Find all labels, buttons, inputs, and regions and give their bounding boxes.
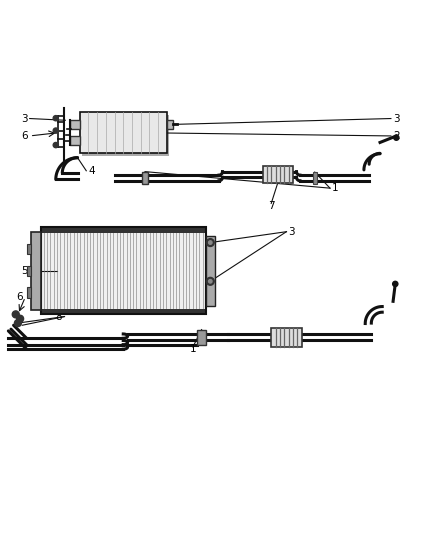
Text: 8: 8: [56, 312, 62, 321]
Circle shape: [208, 279, 212, 283]
Bar: [41, 228, 206, 314]
Circle shape: [53, 128, 58, 133]
Bar: [80, 112, 167, 154]
Bar: [27, 287, 31, 298]
Bar: [70, 136, 80, 146]
Text: 7: 7: [268, 200, 275, 211]
Bar: [313, 172, 317, 184]
Bar: [206, 236, 215, 305]
Text: 1: 1: [190, 344, 196, 354]
Bar: [27, 244, 31, 254]
Circle shape: [206, 277, 214, 285]
Text: 4: 4: [88, 166, 95, 176]
Circle shape: [394, 135, 399, 140]
Text: 6: 6: [21, 131, 28, 141]
Circle shape: [17, 315, 24, 322]
Text: 3: 3: [393, 114, 400, 124]
Text: 6: 6: [17, 292, 23, 302]
Text: 2: 2: [393, 131, 400, 141]
Circle shape: [208, 241, 212, 244]
Text: 3: 3: [21, 114, 28, 124]
Bar: [262, 166, 293, 183]
Bar: [141, 172, 148, 184]
Bar: [41, 309, 206, 314]
Circle shape: [206, 239, 214, 246]
Text: 5: 5: [21, 266, 28, 276]
Text: 3: 3: [289, 227, 295, 237]
Bar: [31, 232, 41, 310]
Circle shape: [53, 142, 58, 148]
Bar: [271, 328, 302, 346]
Circle shape: [14, 320, 21, 327]
Circle shape: [53, 116, 58, 121]
Bar: [41, 228, 206, 232]
Bar: [27, 265, 31, 276]
Bar: [70, 120, 80, 129]
Bar: [41, 228, 206, 314]
Bar: [167, 120, 173, 129]
Circle shape: [12, 311, 19, 318]
Circle shape: [392, 281, 398, 287]
Text: 1: 1: [332, 183, 339, 193]
Bar: [82, 115, 170, 156]
Bar: [197, 329, 206, 345]
